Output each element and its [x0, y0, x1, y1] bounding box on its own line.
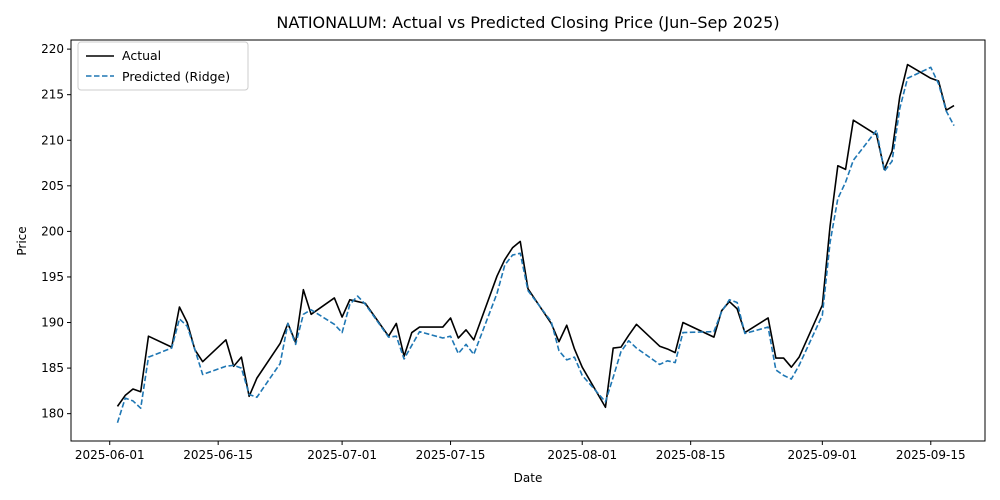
legend: Actual Predicted (Ridge) [77, 41, 249, 91]
chart-title: NATIONALUM: Actual vs Predicted Closing … [276, 13, 779, 32]
x-tick-label: 2025-06-15 [183, 448, 253, 462]
y-tick-label: 220 [41, 42, 64, 56]
y-tick-label: 205 [41, 179, 64, 193]
x-tick-label: 2025-08-01 [547, 448, 617, 462]
x-axis-label: Date [514, 471, 543, 485]
legend-label-actual: Actual [122, 48, 161, 63]
series-line-predicted [116, 66, 955, 424]
y-tick-label: 195 [41, 270, 64, 284]
x-tick-label: 2025-08-15 [656, 448, 726, 462]
y-tick-label: 185 [41, 361, 64, 375]
x-tick-label: 2025-07-01 [307, 448, 377, 462]
x-tick-label: 2025-06-01 [75, 448, 145, 462]
legend-box [77, 41, 249, 91]
x-tick-label: 2025-07-15 [416, 448, 486, 462]
plot-area: 2025-06-01 2025-06-15 2025-07-01 2025-07-15… [41, 39, 986, 462]
y-tick-label: 200 [41, 224, 64, 238]
y-axis-label: Price [15, 226, 29, 255]
y-tick-label: 180 [41, 407, 64, 421]
y-tick-label: 190 [41, 316, 64, 330]
x-tick-label: 2025-09-01 [787, 448, 857, 462]
legend-label-predicted: Predicted (Ridge) [122, 69, 230, 84]
axes-frame [70, 39, 986, 442]
y-tick-label: 215 [41, 88, 64, 102]
x-tick-label: 2025-09-15 [896, 448, 966, 462]
y-tick-label: 210 [41, 133, 64, 147]
